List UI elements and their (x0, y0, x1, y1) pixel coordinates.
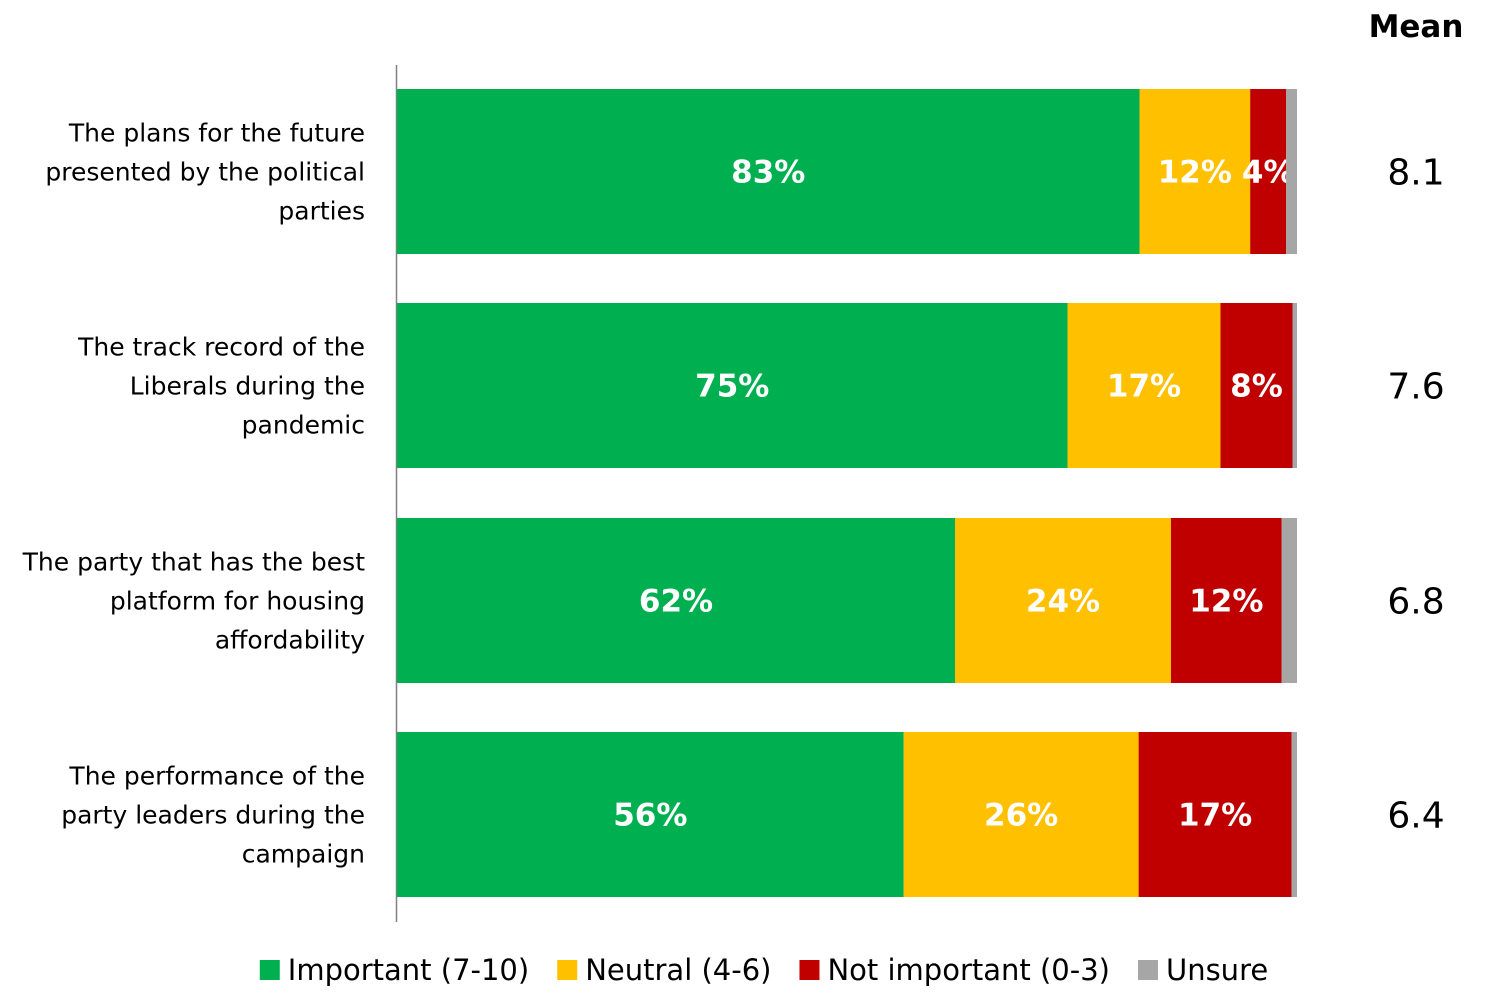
legend-swatch-4 (1137, 960, 1158, 980)
category-label-4-line-2: party leaders during the (61, 801, 365, 830)
legend-label-3: Not important (0-3) (827, 953, 1110, 987)
legend-label-2: Neutral (4-6) (585, 953, 771, 987)
bar-segment-2-1 (397, 303, 1068, 468)
bar-segment-4-3 (1138, 732, 1292, 897)
legend-swatch-3 (799, 960, 820, 980)
category-label-3-line-1: The party that has the best (22, 548, 366, 577)
bar-segment-3-1 (397, 518, 955, 683)
bar-segment-1-3 (1250, 89, 1287, 254)
mean-value-4: 6.4 (1387, 796, 1444, 837)
category-label-2-line-3: pandemic (242, 411, 365, 440)
mean-value-2: 7.6 (1387, 367, 1444, 408)
data-label-3-2: 24% (1026, 584, 1100, 620)
category-label-3-line-3: affordability (215, 626, 365, 655)
data-label-3-1: 62% (639, 584, 713, 620)
mean-value-1: 8.1 (1387, 153, 1444, 194)
legend-swatch-2 (557, 960, 578, 980)
category-label-4-line-3: campaign (242, 840, 365, 869)
data-label-4-3: 17% (1178, 798, 1252, 834)
data-label-1-2: 12% (1158, 155, 1232, 191)
bar-segment-3-3 (1171, 518, 1282, 683)
category-label-4-line-1: The performance of the (68, 762, 365, 791)
bar-segment-2-3 (1220, 303, 1293, 468)
bar-segment-4-1 (397, 732, 904, 897)
data-label-4-2: 26% (984, 798, 1058, 834)
data-label-2-3: 8% (1230, 369, 1283, 405)
legend-label-4: Unsure (1166, 953, 1268, 987)
category-label-1-line-1: The plans for the future (68, 119, 365, 148)
bar-segment-4-2 (903, 732, 1139, 897)
category-label-1-line-3: parties (278, 197, 365, 226)
bar-segment-2-4 (1292, 303, 1297, 468)
legend-label-1: Important (7-10) (288, 953, 529, 987)
bar-segment-2-2 (1067, 303, 1221, 468)
bar-segment-3-2 (955, 518, 1171, 683)
bar-segment-3-4 (1281, 518, 1297, 683)
legend-swatch-1 (259, 960, 280, 980)
data-label-3-3: 12% (1189, 584, 1263, 620)
legend: Important (7-10) Neutral (4-6) Not importa… (259, 953, 1268, 987)
bar-segment-1-1 (397, 89, 1140, 254)
data-label-1-3: 4% (1242, 155, 1295, 191)
data-label-2-2: 17% (1107, 369, 1181, 405)
data-label-4-1: 56% (613, 798, 687, 834)
category-label-1-line-2: presented by the political (45, 158, 365, 187)
bar-segment-1-2 (1139, 89, 1251, 254)
bar-segment-1-4 (1286, 89, 1297, 254)
bars-group: 83% 12% 4% 75% 17% 8% 62% 24% 12% 56% 26% 17% (397, 89, 1297, 897)
category-label-2-line-1: The track record of the (77, 333, 365, 362)
data-label-2-1: 75% (695, 369, 769, 405)
mean-header: Mean (1369, 9, 1464, 45)
category-label-3-line-2: platform for housing (110, 587, 365, 616)
category-label-2-line-2: Liberals during the (130, 372, 365, 401)
category-labels: The plans for the future presented by the… (22, 119, 366, 869)
mean-values: 8.1 7.6 6.8 6.4 (1387, 153, 1444, 837)
bar-segment-4-4 (1291, 732, 1297, 897)
data-label-1-1: 83% (731, 155, 805, 191)
mean-value-3: 6.8 (1387, 582, 1444, 623)
